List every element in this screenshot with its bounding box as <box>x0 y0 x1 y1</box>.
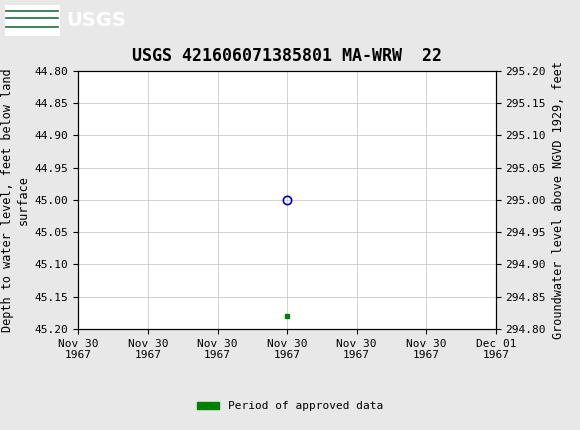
Y-axis label: Depth to water level, feet below land
surface: Depth to water level, feet below land su… <box>1 68 29 332</box>
Text: USGS: USGS <box>67 11 126 30</box>
Legend: Period of approved data: Period of approved data <box>193 397 387 416</box>
Y-axis label: Groundwater level above NGVD 1929, feet: Groundwater level above NGVD 1929, feet <box>552 61 565 339</box>
Title: USGS 421606071385801 MA-WRW  22: USGS 421606071385801 MA-WRW 22 <box>132 47 442 65</box>
Bar <box>5 5 60 36</box>
